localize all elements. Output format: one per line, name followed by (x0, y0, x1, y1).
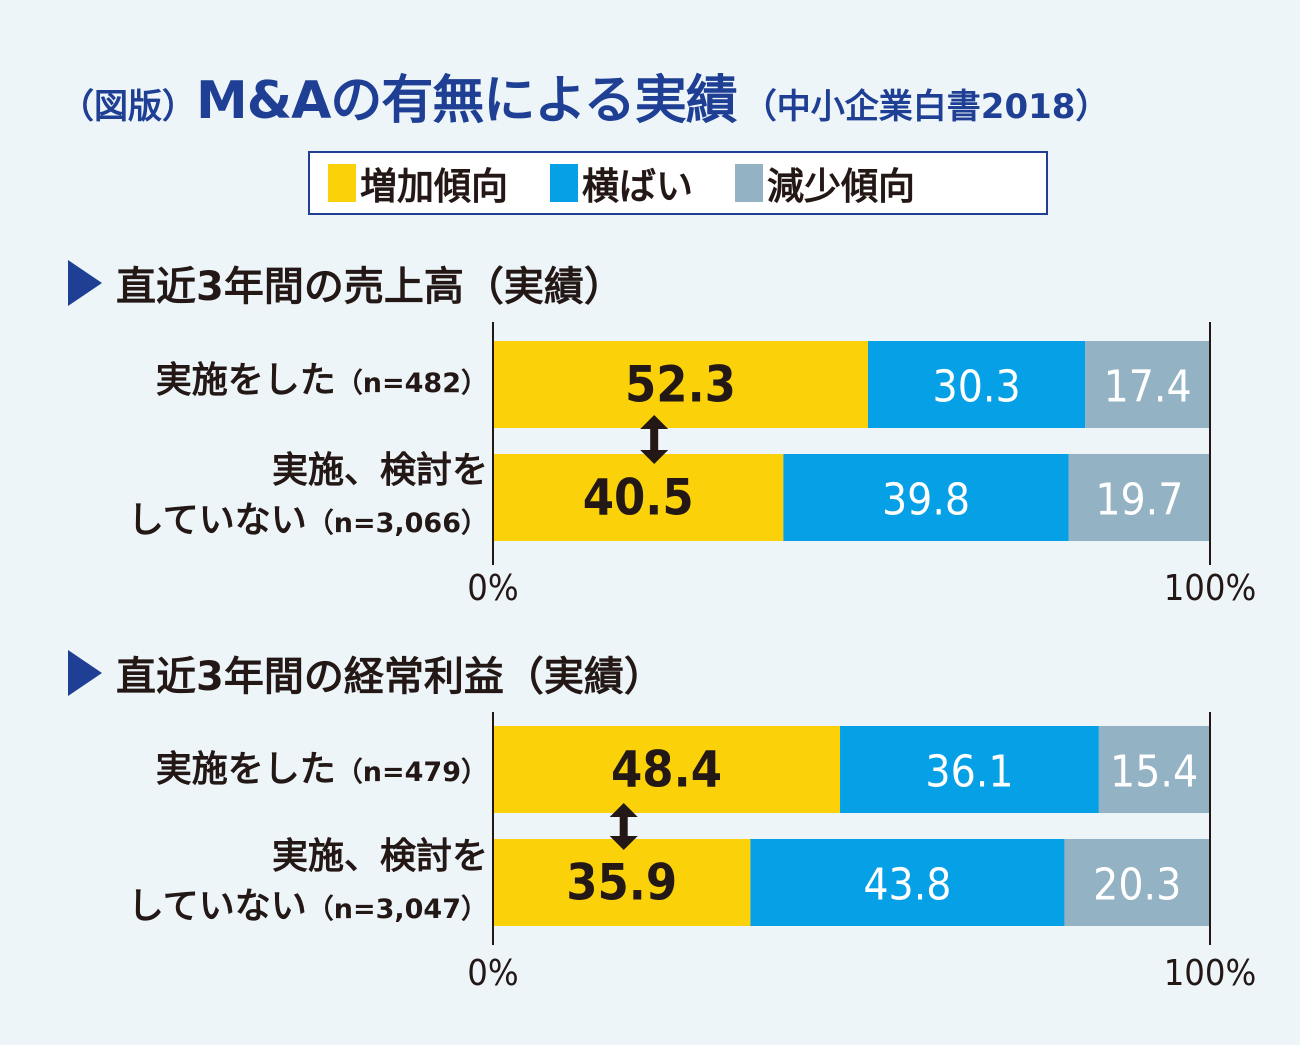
data-label-decrease: 17.4 (1104, 362, 1192, 413)
bar-segment-flat (750, 839, 1065, 926)
tick-label-0: 0% (467, 953, 518, 994)
title-prefix: （図版） (60, 87, 196, 127)
data-label-increase: 48.4 (611, 741, 722, 799)
data-label-decrease: 20.3 (1093, 860, 1181, 911)
bar-segment-flat (840, 726, 1099, 813)
data-label-flat: 39.8 (882, 475, 970, 526)
section-title-profit: 直近3年間の経常利益（実績） (68, 644, 664, 702)
bar-segment-decrease (1098, 726, 1210, 813)
bar-segment-decrease (1068, 454, 1210, 541)
bar-segment-increase (493, 726, 841, 813)
row-label-profit-not-done: 実施、検討を していない（n=3,047） (128, 832, 488, 935)
data-label-flat: 36.1 (925, 747, 1013, 798)
bar-segment-increase (493, 839, 751, 926)
legend-label-decrease: 減少傾向 (767, 165, 915, 208)
row-sample-size: （n=479） (335, 757, 488, 788)
row-label-sales-not-done: 実施、検討を していない（n=3,066） (128, 446, 488, 549)
triangle-bullet-icon (68, 650, 102, 696)
bar-segment-flat (783, 454, 1069, 541)
bar-segment-decrease (1064, 839, 1210, 926)
data-label-decrease: 19.7 (1095, 475, 1183, 526)
title-main: M&Aの有無による実績 (196, 71, 738, 131)
double-arrow-icon (640, 415, 669, 464)
triangle-bullet-icon (68, 260, 102, 306)
bar-segment-increase (493, 341, 868, 428)
data-label-flat: 30.3 (933, 362, 1021, 413)
section-title-sales-text: 直近3年間の売上高（実績） (116, 264, 624, 310)
legend: 増加傾向 横ばい 減少傾向 (308, 151, 1048, 215)
legend-label-increase: 増加傾向 (360, 165, 508, 208)
section-title-profit-text: 直近3年間の経常利益（実績） (116, 654, 664, 700)
row-sample-size: （n=3,066） (306, 508, 488, 539)
tick-label-100: 100% (1164, 568, 1257, 609)
legend-label-flat: 横ばい (582, 165, 693, 208)
legend-swatch-flat (550, 164, 578, 202)
row-label-sales-done: 実施をした（n=482） (156, 356, 488, 409)
row-label-text: 実施をした (155, 360, 336, 401)
title-source: （中小企業白書2018） (742, 87, 1110, 127)
row-label-text: 実施、検討を (271, 836, 488, 877)
data-label-decrease: 15.4 (1110, 747, 1198, 798)
tick-label-0: 0% (467, 568, 518, 609)
data-label-increase: 35.9 (566, 854, 677, 912)
bar-segment-increase (493, 454, 784, 541)
bar-segment-flat (867, 341, 1086, 428)
section-title-sales: 直近3年間の売上高（実績） (68, 254, 624, 312)
legend-item-decrease: 減少傾向 (735, 156, 915, 210)
legend-swatch-increase (328, 164, 356, 202)
row-label-profit-done: 実施をした（n=479） (156, 745, 488, 798)
chart-title: （図版）M&Aの有無による実績 （中小企業白書2018） (60, 58, 1250, 133)
legend-item-increase: 増加傾向 (328, 156, 508, 210)
tick-label-100: 100% (1164, 953, 1257, 994)
row-sample-size: （n=3,047） (306, 894, 488, 925)
row-sample-size: （n=482） (335, 368, 488, 399)
legend-swatch-decrease (735, 164, 763, 202)
row-label-text-line2: していない (127, 500, 307, 541)
legend-item-flat: 横ばい (550, 156, 693, 210)
row-label-text: 実施、検討を (271, 450, 488, 491)
data-label-increase: 40.5 (583, 469, 694, 527)
data-label-increase: 52.3 (625, 356, 736, 414)
row-label-text-line2: していない (127, 886, 307, 927)
data-label-flat: 43.8 (863, 860, 951, 911)
row-label-text: 実施をした (155, 749, 336, 790)
double-arrow-icon (609, 803, 638, 850)
bar-segment-decrease (1085, 341, 1210, 428)
